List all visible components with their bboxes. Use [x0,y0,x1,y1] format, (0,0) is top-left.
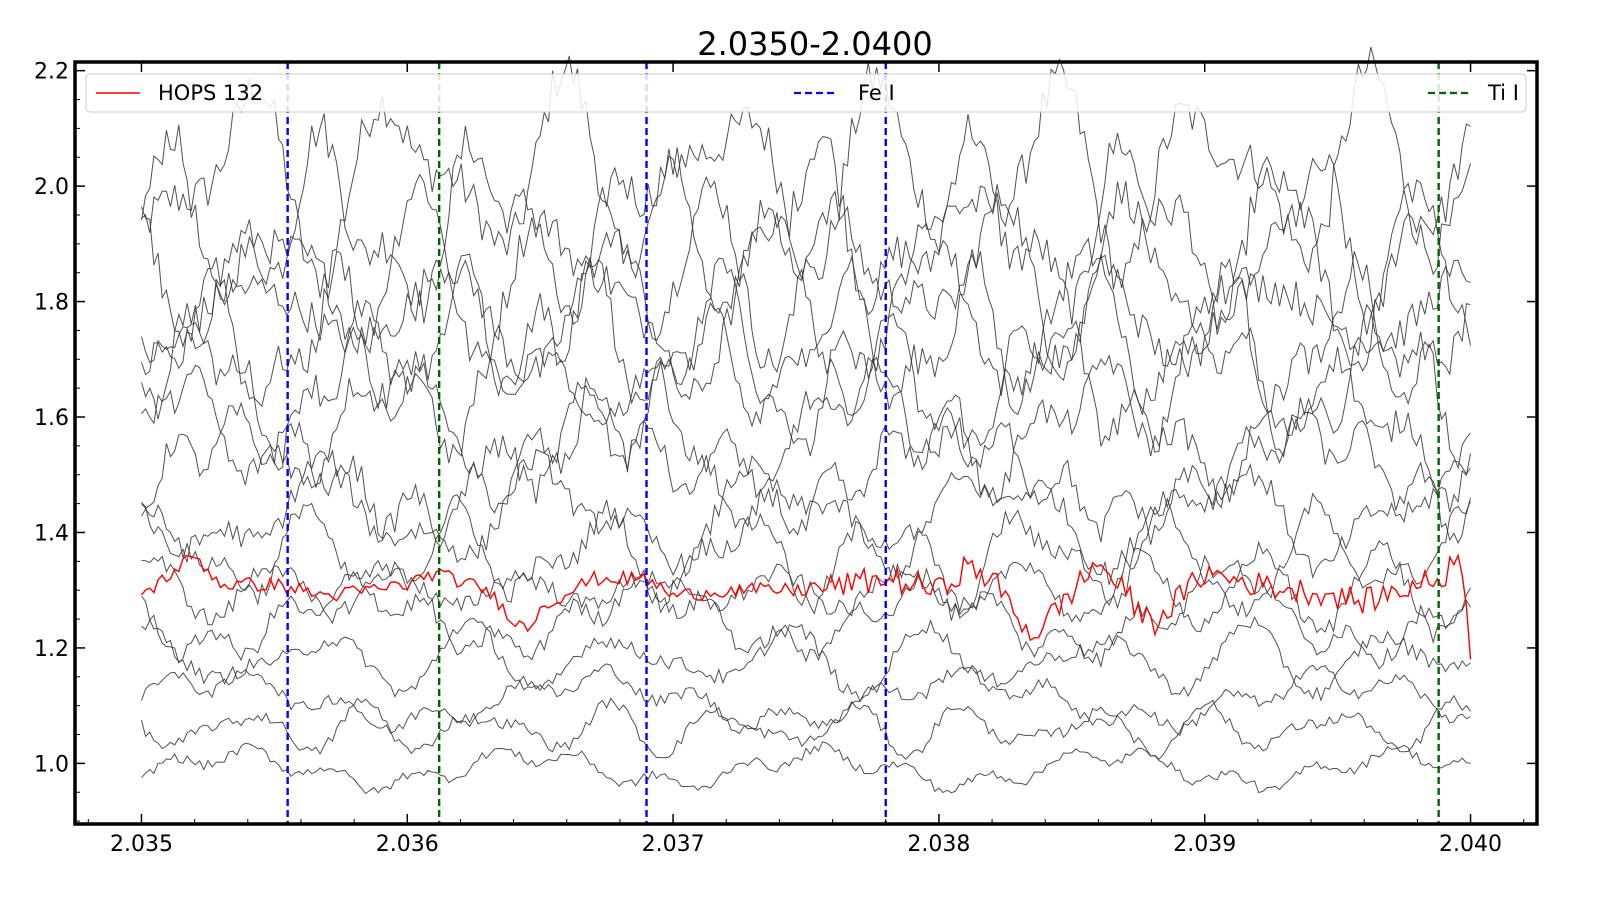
x-tick-label-0: 2.035 [110,832,173,857]
background-spectrum-15 [141,694,1471,760]
legend: HOPS 132 Fe I Ti I [85,73,1527,113]
plot-area [140,46,1472,824]
background-spectrum-12 [141,567,1471,670]
background-spectrum-7 [141,346,1471,513]
legend-label-fe-i: Fe I [858,81,895,105]
background-spectrum-2 [141,113,1471,335]
background-spectrum-6 [141,293,1471,473]
y-tick-label-3: 1.6 [34,406,69,431]
chart-title: 2.0350-2.0400 [697,25,932,63]
background-spectrum-14 [141,663,1471,737]
background-spectrum-9 [141,448,1471,585]
y-tick-label-6: 2.2 [34,60,69,85]
plot-frame [73,60,1539,826]
x-tick-label-5: 2.040 [1439,832,1502,857]
y-tick-label-5: 2.0 [34,175,69,200]
legend-label-hops-132: HOPS 132 [158,81,263,105]
x-tick-label-1: 2.036 [376,832,439,857]
hops-132-series [140,553,1472,660]
background-spectrum-3 [141,173,1471,382]
background-spectrum-16 [141,741,1471,795]
x-tick-label-4: 2.039 [1173,832,1236,857]
y-tick-label-0: 1.0 [34,752,69,777]
x-tick-label-3: 2.038 [907,832,970,857]
axes: 2.035 2.036 2.037 2.038 2.039 2.040 1.0 1.2 1.4 1… [34,60,1539,857]
x-tick-label-2: 2.037 [642,832,705,857]
background-spectrum-13 [141,615,1471,703]
y-tick-label-2: 1.4 [34,521,69,546]
legend-label-ti-i: Ti I [1487,81,1519,105]
y-tick-label-1: 1.2 [34,637,69,662]
y-tick-label-4: 1.8 [34,291,69,316]
background-spectrum-8 [141,401,1471,548]
